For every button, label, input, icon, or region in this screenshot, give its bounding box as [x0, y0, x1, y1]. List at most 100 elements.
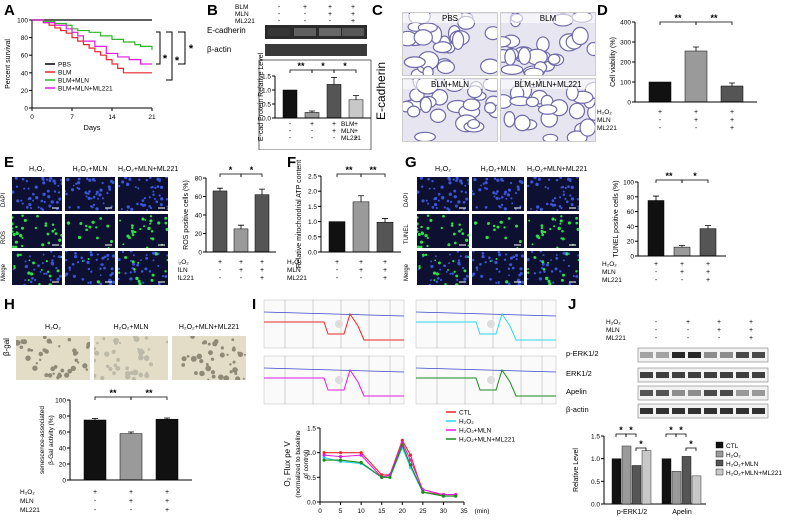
- ros-dot: [146, 208, 149, 211]
- alveoli-texture: [501, 13, 595, 75]
- ecad-ytick-label: 0.5: [262, 102, 271, 109]
- ros-dot: [88, 242, 90, 244]
- bgal-image: [94, 336, 168, 380]
- tunel-image: [417, 177, 469, 211]
- bgal-cell: [67, 368, 73, 374]
- j-blot-band: [704, 390, 717, 396]
- ros-dot: [99, 282, 103, 285]
- j-bar: [681, 456, 692, 505]
- tunel-ytick-label: 60: [627, 209, 635, 216]
- tunel-dot: [511, 202, 514, 205]
- ecadherin-side-label: E-cadherin: [374, 61, 388, 120]
- j-blot-band: [720, 352, 733, 358]
- tunel-dot: [480, 274, 484, 278]
- bgal-cell: [49, 341, 53, 344]
- tunel-dot: [512, 232, 515, 235]
- ros-dot: [152, 223, 154, 225]
- tunel-dot: [437, 261, 441, 265]
- b-top-sign: +: [328, 4, 332, 11]
- trace-watermark: [335, 376, 343, 384]
- tunel-image: [527, 177, 579, 211]
- tunel-dot: [547, 187, 550, 190]
- ros-dot: [135, 276, 139, 281]
- ros-dot: [137, 187, 140, 190]
- b-bottom-sign: +: [332, 128, 336, 135]
- ros-dot: [124, 177, 128, 180]
- ros-dot: [77, 187, 81, 191]
- ros-dot: [97, 197, 100, 200]
- ros-dot: [87, 257, 90, 260]
- tunel-dot: [476, 269, 479, 271]
- ros-dot: [149, 222, 152, 225]
- tunel-dot: [463, 277, 467, 281]
- ros-dot: [151, 273, 155, 277]
- j-top-sign: -: [655, 327, 658, 334]
- tunel-dot: [472, 274, 474, 277]
- trace-watermark: [487, 376, 495, 384]
- tunel-dot: [517, 187, 520, 191]
- ros-dot: [60, 233, 62, 237]
- tunel-dot: [490, 259, 493, 262]
- tunel-dot: [551, 217, 555, 221]
- bgal-errorbar: [128, 431, 134, 434]
- e-signs-sign: -: [219, 275, 222, 282]
- tunel-dot: [463, 269, 467, 273]
- survival-ytick-label: 40: [21, 70, 29, 77]
- j-blot-band: [640, 390, 653, 396]
- tunel-dot: [504, 217, 506, 219]
- ros-dot: [98, 193, 102, 197]
- bgal-cell: [138, 372, 144, 378]
- tunel-dot: [558, 196, 562, 199]
- ros-dot: [99, 267, 102, 271]
- b-top-sign: -: [278, 18, 281, 25]
- ecad-bar: [326, 84, 342, 119]
- j-blot-band: [672, 352, 685, 358]
- tunel-dot: [496, 225, 500, 229]
- h-signs-row-label: MLN: [20, 498, 34, 505]
- f-signs-sign: +: [383, 267, 387, 274]
- ros-dot: [122, 243, 125, 246]
- tunel-dot: [562, 251, 566, 255]
- j-blot-band: [672, 408, 685, 414]
- ros-dot: [95, 217, 97, 219]
- g-signs-sign: +: [706, 277, 710, 284]
- j-blot-label: β-actin: [566, 405, 589, 414]
- ecad-bar: [348, 99, 364, 119]
- ros-dot: [164, 270, 167, 273]
- b-bottom-sign: +: [310, 121, 314, 128]
- ros-errorbar: [217, 187, 223, 191]
- tunel-dot: [568, 282, 572, 285]
- ros-dot: [158, 180, 161, 183]
- ros-dot: [65, 251, 68, 253]
- tunel-dot: [548, 282, 552, 285]
- tunel-dot: [555, 178, 559, 182]
- o2-ylabel-line3: of control): [303, 450, 310, 479]
- ecad-sig-star: *: [321, 61, 325, 71]
- tunel-dot: [475, 214, 478, 216]
- tunel-dot: [495, 281, 498, 284]
- ros-dot: [87, 196, 91, 200]
- o2-point: [400, 438, 404, 442]
- bgal-cell: [144, 372, 150, 379]
- h-signs-sign: +: [129, 489, 133, 496]
- j-bar: [671, 471, 682, 505]
- trace-flux-line: [264, 368, 404, 397]
- ros-dot: [166, 259, 168, 262]
- ros-dot: [137, 261, 140, 264]
- ros-dot: [152, 190, 155, 193]
- ros-dot: [50, 251, 53, 253]
- tunel-dot: [488, 256, 491, 260]
- j-top-row-label: H₂O₂: [606, 319, 621, 326]
- e-signs-sign: +: [239, 259, 243, 266]
- j-top-sign: +: [717, 319, 721, 326]
- tunel-cells: [527, 177, 579, 211]
- bgal-cell: [76, 361, 80, 364]
- tunel-dot: [472, 224, 475, 227]
- viability-errorbar: [693, 46, 699, 51]
- tunel-dot: [443, 264, 446, 268]
- tunel-dot: [505, 280, 509, 284]
- tunel-dot: [547, 244, 549, 246]
- blot-lane: [342, 28, 364, 36]
- ros-dot: [65, 258, 68, 262]
- tunel-dot: [426, 226, 430, 230]
